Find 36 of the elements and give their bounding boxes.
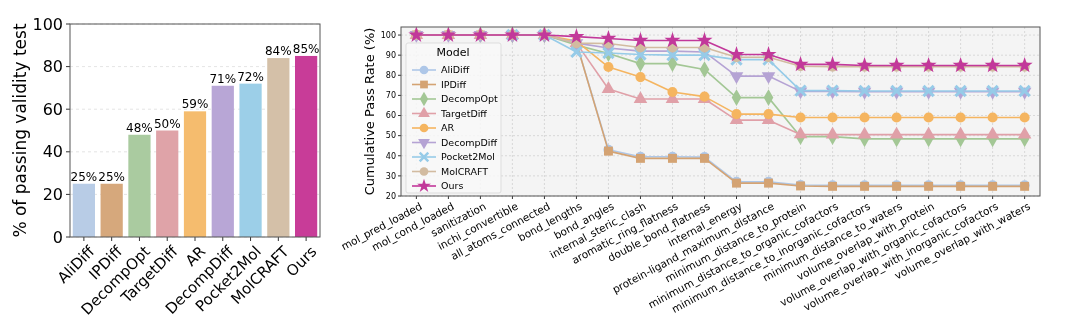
legend-label: AliDiff xyxy=(441,64,470,76)
data-label: 25% xyxy=(98,169,125,184)
legend-label: TargetDiff xyxy=(440,107,488,119)
y-tick-label: 40 xyxy=(42,142,63,162)
data-label: 72% xyxy=(237,69,264,84)
y-tick-label: 20 xyxy=(42,185,63,204)
y-axis-title: % of passing validity test xyxy=(10,23,30,238)
y-tick-label: 50 xyxy=(385,131,396,141)
y-tick-label: 60 xyxy=(42,99,63,119)
y-axis-title: Cumulative Pass Rate (%) xyxy=(362,27,377,196)
legend-title: Model xyxy=(436,46,470,59)
data-label: 84% xyxy=(265,44,292,59)
y-tick-label: 30 xyxy=(385,171,396,181)
data-label: 71% xyxy=(209,71,237,86)
data-label: 50% xyxy=(153,116,181,131)
y-tick-label: 0 xyxy=(52,227,63,247)
y-tick-label: 100 xyxy=(380,30,396,40)
legend-label: IPDiff xyxy=(441,78,467,90)
legend-label: DecompDiff xyxy=(441,136,498,148)
y-tick-label: 90 xyxy=(385,50,396,60)
y-tick-label: 20 xyxy=(385,191,396,201)
y-tick-label: 70 xyxy=(385,91,396,101)
legend-label: DecompOpt xyxy=(441,93,498,105)
legend-label: MolCRAFT xyxy=(441,165,489,177)
data-label: 25% xyxy=(70,169,98,184)
y-tick-label: 100 xyxy=(32,14,63,34)
data-label: 48% xyxy=(126,120,153,135)
data-label: 59% xyxy=(181,97,209,112)
data-label: 85% xyxy=(292,41,320,56)
y-tick-label: 60 xyxy=(385,111,396,121)
y-tick-label: 40 xyxy=(385,151,396,161)
legend-label: Pocket2Mol xyxy=(441,151,495,163)
legend-label: Ours xyxy=(441,180,464,192)
y-tick-label: 80 xyxy=(42,57,63,77)
legend-label: AR xyxy=(441,122,455,134)
y-tick-label: 80 xyxy=(385,71,396,81)
